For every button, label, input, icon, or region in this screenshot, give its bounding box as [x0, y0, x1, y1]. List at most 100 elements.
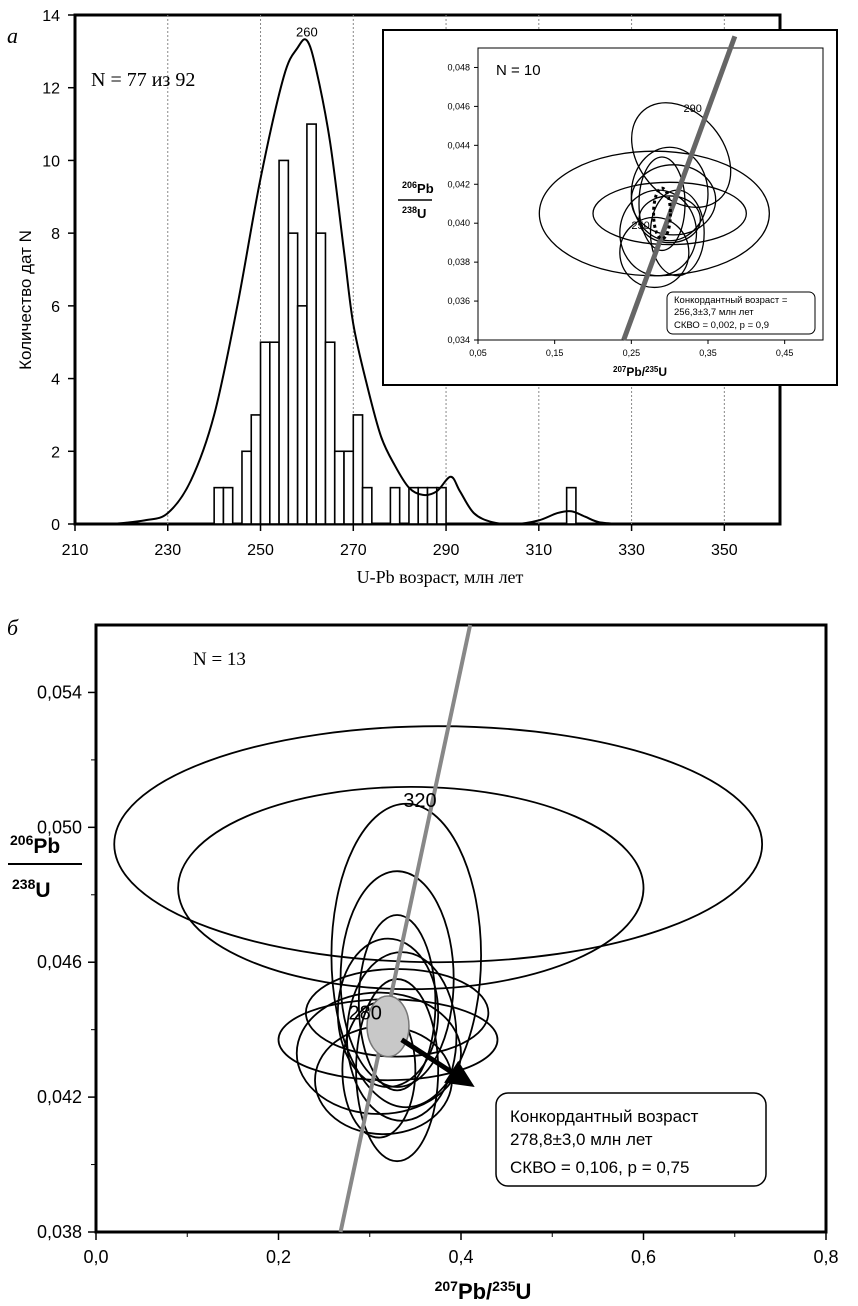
histogram-bar — [435, 486, 447, 525]
inset-legend-line-1: Конкордантный возраст = — [674, 295, 788, 306]
concordia-legend-line-3: СКВО = 0,106, р = 0,75 — [510, 1158, 689, 1177]
x-tick-label: 0,6 — [631, 1247, 656, 1267]
inset-y-label-den-el: U — [417, 206, 426, 221]
svg-text:238U: 238U — [402, 205, 426, 221]
concordia-y-label: 206Pb 238U — [8, 832, 82, 902]
y-tick-label: 0,050 — [37, 817, 82, 837]
inset-y-label-num-mass: 206 — [402, 180, 417, 190]
x-tick-label: 350 — [711, 542, 738, 559]
histogram-bar — [343, 450, 355, 525]
x-tick-label: 250 — [247, 542, 274, 559]
histogram-bar — [213, 486, 225, 525]
histogram-bar — [222, 486, 234, 525]
histogram-bar — [352, 414, 364, 525]
histogram-bar — [361, 486, 373, 525]
inset-concordia-chart: 0,05 0,15 0,25 0,35 0,45 0,034 0,036 0,038 0,040… — [382, 29, 838, 386]
x-tick-label: 290 — [433, 542, 460, 559]
x-tick-label: 270 — [340, 542, 367, 559]
density-curve — [111, 38, 623, 526]
inset-concordant-ellipse — [652, 186, 672, 241]
x-tick-label: 0,8 — [813, 1247, 838, 1267]
concordia-age-labels: 320 280 — [349, 790, 437, 1024]
y-tick-label: 0,042 — [37, 1087, 82, 1107]
x-tick-label: 210 — [62, 542, 89, 559]
inset-x-tick-label: 0,25 — [623, 348, 641, 358]
y-tick-label: 0 — [51, 517, 60, 534]
svg-text:206Pb: 206Pb — [10, 832, 60, 858]
histogram-bar — [241, 450, 253, 525]
inset-y-tick-label: 0,048 — [447, 62, 470, 72]
inset-concordia-line — [621, 35, 738, 341]
error-ellipse — [330, 802, 482, 1109]
histogram-bar — [389, 486, 401, 525]
inset-y-tick-label: 0,040 — [447, 218, 470, 228]
concordia-legend-line-2: 278,8±3,0 млн лет — [510, 1130, 653, 1149]
concordia-annotation: N = 13 — [193, 649, 246, 670]
histogram-bar — [259, 341, 271, 525]
y-tick-label: 6 — [51, 299, 60, 316]
y-tick-label: 10 — [42, 153, 60, 170]
histogram-bar — [287, 232, 299, 525]
inset-legend-line-2: 256,3±3,7 млн лет — [674, 307, 754, 318]
histogram-bar — [315, 232, 327, 525]
age-label: 250 — [631, 220, 649, 232]
concordia-y-label-den-el: U — [35, 879, 50, 902]
inset-y-tick-label: 0,036 — [447, 296, 470, 306]
error-ellipse — [630, 102, 732, 209]
inset-x-label: 207Pb/235U — [613, 365, 667, 379]
error-ellipse — [630, 164, 717, 236]
concordia-legend-line-1: Конкордантный возраст — [510, 1107, 699, 1126]
concordia-chart: б 0,0 0,2 0,4 0,6 0,80,0380,0420,0460,0500,0… — [7, 615, 839, 1304]
svg-text:206Pb: 206Pb — [402, 180, 434, 196]
age-label: 280 — [349, 1003, 382, 1025]
error-ellipse — [638, 195, 701, 244]
inset-legend-line-3: СКВО = 0,002, р = 0,9 — [674, 320, 769, 331]
inset-ticks: 0,05 0,15 0,25 0,35 0,45 0,034 0,036 0,038 0,040… — [447, 62, 793, 358]
y-tick-label: 2 — [51, 444, 60, 461]
x-tick-label: 0,4 — [448, 1247, 473, 1267]
inset-y-label-num-el: Pb — [417, 181, 434, 196]
inset-y-label-den-mass: 238 — [402, 205, 417, 215]
concordia-y-label-num-el: Pb — [33, 835, 60, 858]
histogram-chart: а 260 210 230 250 270 290 310 330 350 0 2 4 6 8 10 12… — [7, 8, 838, 587]
inset-plot-area — [477, 47, 824, 341]
histogram-y-ticks: 0 2 4 6 8 10 12 14 — [42, 8, 75, 534]
y-tick-label: 14 — [42, 8, 60, 25]
concordia-y-label-den-mass: 238 — [12, 876, 36, 892]
concordant-arrow — [400, 1037, 475, 1087]
error-ellipse — [619, 216, 690, 289]
histogram-annotation: N = 77 из 92 — [91, 69, 195, 91]
error-ellipse — [336, 937, 440, 1088]
inset-legend-box: Конкордантный возраст = 256,3±3,7 млн ле… — [666, 291, 816, 335]
histogram-bar — [565, 486, 577, 525]
panel-label-a: а — [7, 23, 18, 48]
inset-y-tick-label: 0,046 — [447, 101, 470, 111]
inset-x-tick-label: 0,45 — [776, 348, 794, 358]
x-tick-label: 230 — [154, 542, 181, 559]
histogram-bar — [269, 341, 280, 525]
inset-y-tick-label: 0,038 — [447, 257, 470, 267]
concordia-x-label: 207Pb/235U — [435, 1278, 532, 1304]
x-tick-label: 330 — [618, 542, 645, 559]
error-ellipse — [592, 181, 747, 246]
concordant-ellipse — [366, 995, 410, 1058]
inset-y-tick-label: 0,044 — [447, 140, 470, 150]
error-ellipse — [638, 156, 686, 252]
concordia-ticks: 0,0 0,2 0,4 0,6 0,8 0,038 0,042 0,046 0,050 0,054 — [37, 682, 839, 1267]
y-tick-label: 0,054 — [37, 682, 82, 702]
inset-x-tick-label: 0,15 — [546, 348, 564, 358]
y-tick-label: 8 — [51, 226, 60, 243]
concordia-line — [338, 624, 473, 1233]
inset-y-tick-label: 0,042 — [447, 179, 470, 189]
y-tick-label: 12 — [42, 81, 60, 98]
error-ellipse — [355, 978, 440, 1163]
age-label: 320 — [403, 790, 436, 812]
svg-text:238U: 238U — [12, 876, 51, 902]
y-tick-label: 0,046 — [37, 952, 82, 972]
histogram-bar — [333, 450, 345, 525]
histogram-bar — [296, 305, 308, 525]
y-tick-label: 4 — [51, 372, 60, 389]
inset-error-ellipses — [538, 102, 770, 289]
panel-label-b: б — [7, 615, 19, 640]
histogram-y-label: Количество дат N — [16, 230, 35, 370]
